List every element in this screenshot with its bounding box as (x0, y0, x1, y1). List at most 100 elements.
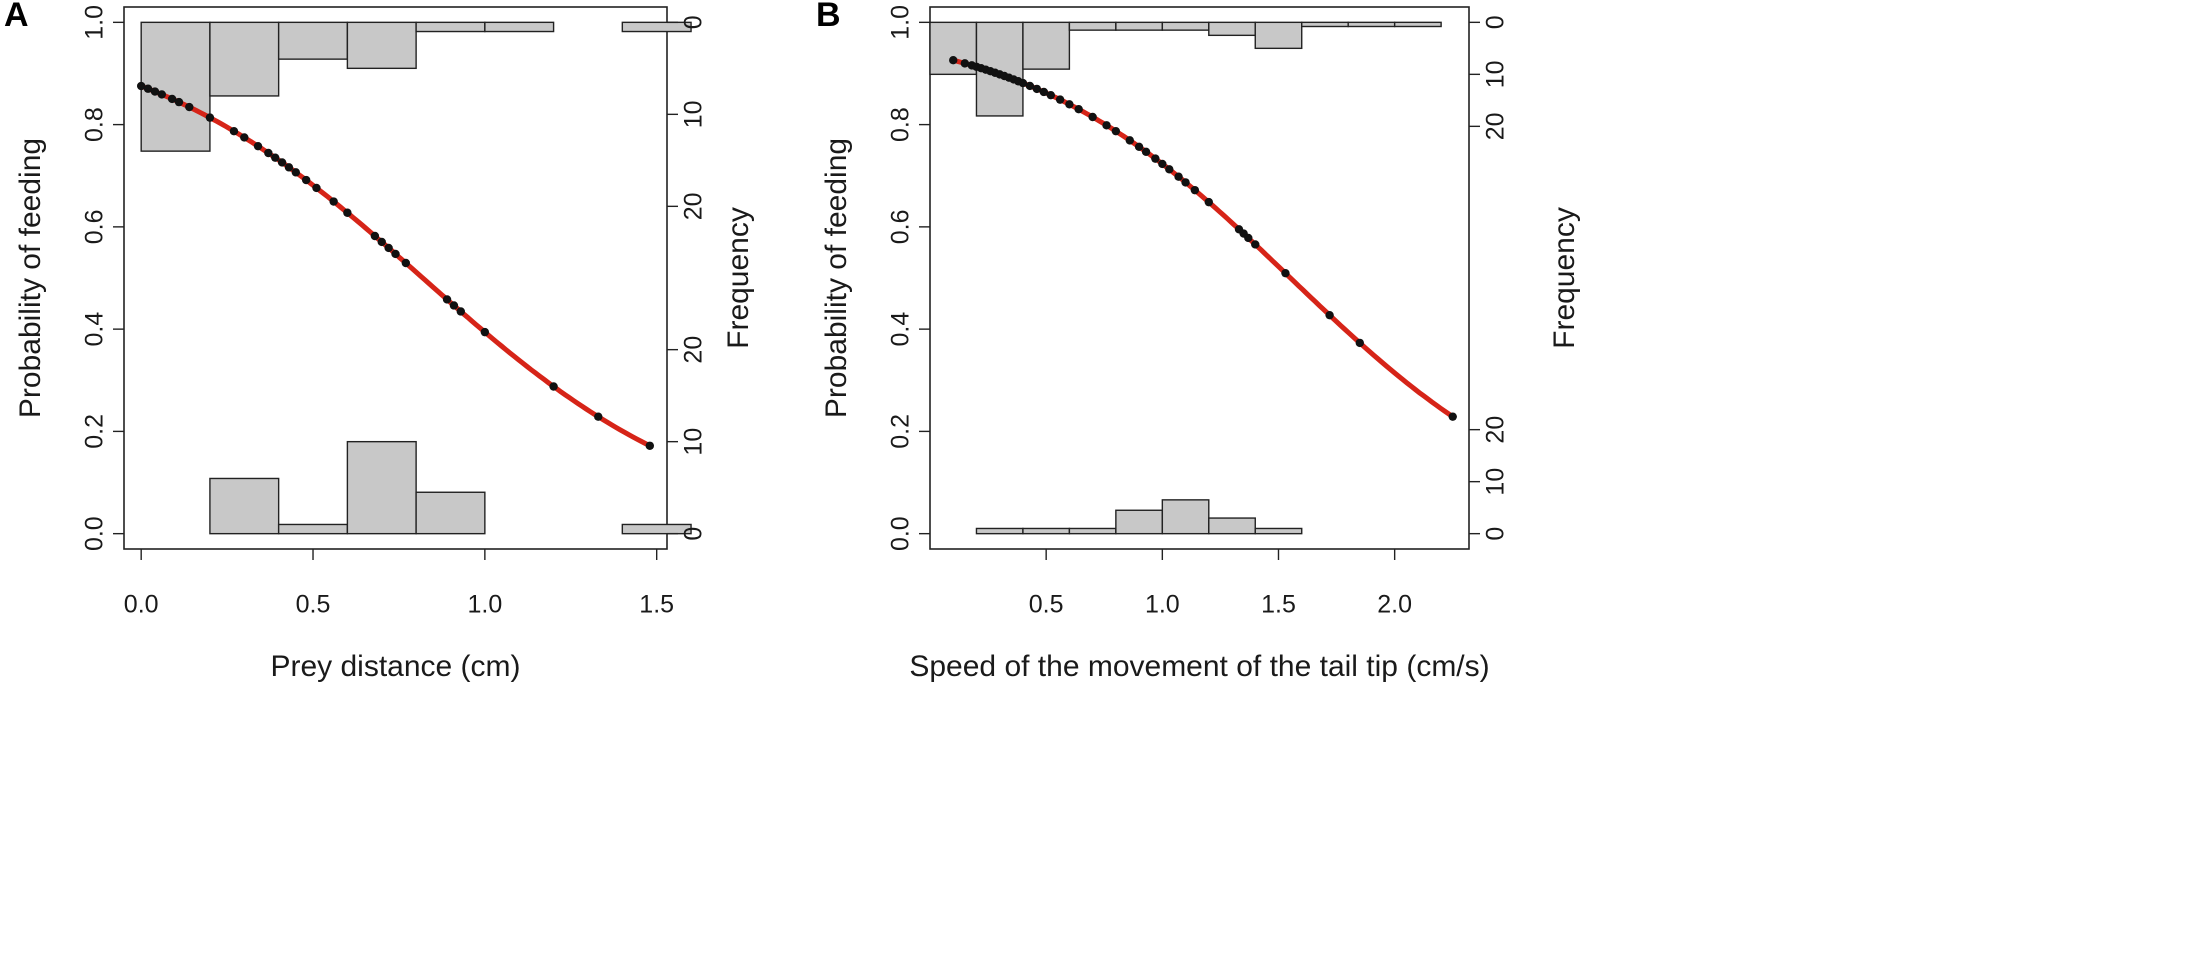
right-tick-label-top: 20 (680, 192, 708, 220)
data-point (1065, 100, 1074, 109)
x-tick-label: 2.0 (1377, 591, 1412, 619)
top-hist-bar (346, 21, 417, 70)
data-point (329, 197, 338, 206)
data-point (301, 175, 311, 185)
data-point (1025, 81, 1035, 91)
x-axis-title: Prey distance (cm) (270, 650, 520, 683)
data-point (960, 59, 970, 68)
data-point (150, 87, 160, 96)
data-point (1046, 90, 1056, 100)
data-point (1102, 121, 1111, 130)
data-point (185, 102, 194, 112)
data-point (384, 243, 393, 253)
data-point (1151, 154, 1160, 163)
data-point (1355, 338, 1365, 348)
data-point (449, 301, 459, 310)
panel-b-label: B (816, 0, 841, 34)
data-point (949, 56, 958, 65)
y-tick-label: 1.0 (887, 5, 915, 40)
right-tick-label-bottom: 20 (1482, 416, 1510, 444)
bottom-hist-bar (1068, 527, 1117, 535)
data-point (1039, 87, 1049, 97)
data-point (143, 84, 153, 93)
data-point (1244, 233, 1253, 243)
data-point (1448, 412, 1457, 421)
x-tick-label: 1.5 (1261, 591, 1296, 619)
x-axis-title: Speed of the movement of the tail tip (c… (909, 650, 1489, 683)
top-hist-bar (621, 21, 692, 33)
data-point (1125, 136, 1135, 145)
data-point (645, 441, 655, 450)
data-point (174, 97, 184, 107)
data-point (1111, 126, 1121, 136)
y-tick-label: 0.2 (81, 414, 109, 449)
right-tick-label-bottom: 0 (1482, 527, 1510, 541)
panel-a: A 0.0 0.5 1.0 1.5 0.0 0.2 0.4 0.6 0.8 1.0 0 10 20 0 10… (4, 0, 755, 683)
data-point (167, 94, 177, 104)
data-point (284, 163, 294, 172)
top-hist-bar (1393, 21, 1442, 28)
data-point (1190, 185, 1200, 195)
y-tick-label: 0.4 (81, 312, 109, 347)
data-point (1158, 159, 1167, 169)
bottom-hist-bar (346, 440, 417, 535)
top-hist-bar (1208, 21, 1256, 37)
y-tick-label: 0.8 (887, 107, 915, 142)
y-tick-label: 0.0 (887, 516, 915, 551)
top-hist-bar (140, 21, 211, 152)
top-hist-bar (1115, 21, 1164, 31)
right-tick-label-top: 0 (1482, 15, 1510, 29)
data-point (549, 382, 558, 391)
data-point (1204, 197, 1213, 207)
data-point (480, 327, 490, 337)
data-point (1032, 84, 1042, 94)
data-point (1251, 240, 1260, 249)
plot-frame (123, 6, 668, 550)
data-point (253, 141, 263, 151)
y-tick-label: 0.8 (81, 107, 109, 142)
right-tick-label-top: 10 (680, 100, 708, 128)
top-hist-bar (1301, 21, 1349, 28)
x-tick-label: 1.5 (639, 591, 674, 619)
right-tick-label-bottom: 10 (680, 428, 708, 456)
top-hist-bar (1347, 21, 1396, 28)
y-tick-label: 0.6 (887, 209, 915, 244)
data-point (291, 168, 301, 177)
right-tick-label-bottom: 20 (680, 336, 708, 364)
y-tick-label: 1.0 (81, 5, 109, 40)
bottom-hist-bar (209, 477, 280, 535)
top-hist-bar (415, 21, 486, 33)
panel-b: B 0.5 1.0 1.5 2.0 0.0 0.2 0.4 0.6 0.8 1.0 0 10 20 0 10… (816, 0, 1581, 683)
y-tick-label: 0.0 (81, 516, 109, 551)
plot-frame (929, 6, 1470, 550)
fitted-curve (140, 83, 651, 449)
data-point (391, 249, 400, 259)
x-tick-label: 0.5 (296, 591, 331, 619)
right-tick-label-top: 10 (1482, 60, 1510, 88)
data-point (1055, 95, 1065, 104)
right-tick-label-bottom: 0 (680, 527, 708, 541)
data-point (205, 113, 215, 122)
x-tick-label: 0.0 (124, 591, 159, 619)
right-tick-label-top: 20 (1482, 112, 1510, 140)
top-hist-bar (277, 21, 349, 60)
bottom-hist-bar (1161, 499, 1210, 535)
bottom-hist-bar (1254, 527, 1303, 535)
bottom-hist-bar (1022, 527, 1071, 535)
data-point (594, 412, 603, 421)
data-point (1325, 310, 1334, 320)
bottom-hist-bar (277, 523, 349, 535)
bottom-hist-bar (621, 523, 692, 535)
y-tick-label: 0.4 (887, 312, 915, 347)
bottom-hist-bar (1115, 509, 1164, 535)
data-point (377, 237, 386, 247)
data-point (1181, 178, 1190, 187)
data-point (1018, 78, 1028, 88)
y-axis-right-title: Frequency (1548, 207, 1581, 349)
data-point (277, 158, 287, 167)
right-tick-label-bottom: 10 (1482, 468, 1510, 496)
data-point (312, 183, 321, 193)
data-point (271, 153, 280, 162)
data-point (1088, 112, 1097, 122)
y-axis-title: Probability of feeding (14, 138, 47, 418)
